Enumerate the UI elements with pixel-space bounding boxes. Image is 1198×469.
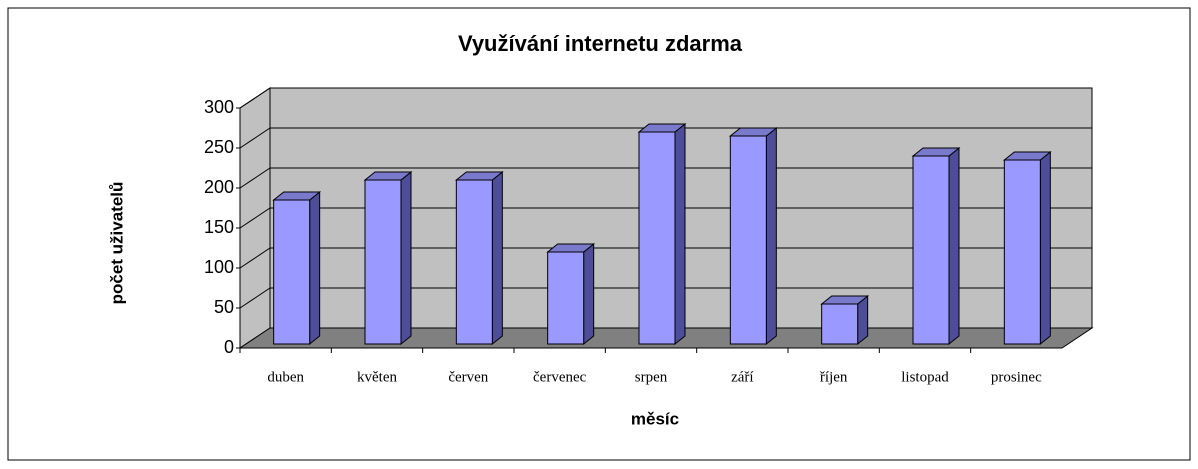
x-tick-label: září [731, 369, 753, 385]
bar-side [1039, 150, 1051, 346]
grid-line [239, 87, 1092, 109]
x-tick-label: srpen [635, 369, 668, 385]
x-tick-label: listopad [901, 369, 949, 385]
grid-line [239, 247, 1092, 269]
grid-line [239, 167, 1092, 189]
bar-side [491, 170, 503, 346]
y-tick-label: 300 [204, 97, 234, 117]
y-tick-label: 150 [204, 217, 234, 237]
bar [821, 303, 859, 345]
grid-line [239, 127, 1092, 149]
bar-side [583, 242, 595, 346]
bar [638, 131, 676, 345]
bar [455, 179, 493, 345]
y-tick-label: 0 [224, 337, 234, 357]
grid-line [239, 287, 1092, 309]
bar-side [309, 190, 321, 346]
grid-line [239, 207, 1092, 229]
bar-side [765, 126, 777, 346]
x-axis-label: měsíc [631, 409, 679, 428]
x-tick-label: květen [357, 369, 397, 385]
bar-side [400, 170, 412, 346]
bar [273, 199, 311, 345]
bar [1003, 159, 1041, 345]
bar [364, 179, 402, 345]
bar-side [674, 122, 686, 346]
x-tick-label: duben [267, 369, 304, 385]
y-axis-label: počet uživatelů [107, 182, 126, 305]
bar [547, 251, 585, 345]
y-tick-label: 50 [214, 297, 234, 317]
bar [729, 135, 767, 345]
bar-side [948, 146, 960, 346]
bar [912, 155, 950, 345]
x-tick-label: prosinec [991, 369, 1042, 385]
x-tick-label: červen [448, 369, 488, 385]
y-tick-label: 250 [204, 137, 234, 157]
chart-title: Využívání internetu zdarma [458, 31, 743, 56]
x-tick-label: červenec [533, 369, 587, 385]
x-tick-label: říjen [820, 369, 848, 385]
y-tick-label: 100 [204, 257, 234, 277]
y-tick-label: 200 [204, 177, 234, 197]
